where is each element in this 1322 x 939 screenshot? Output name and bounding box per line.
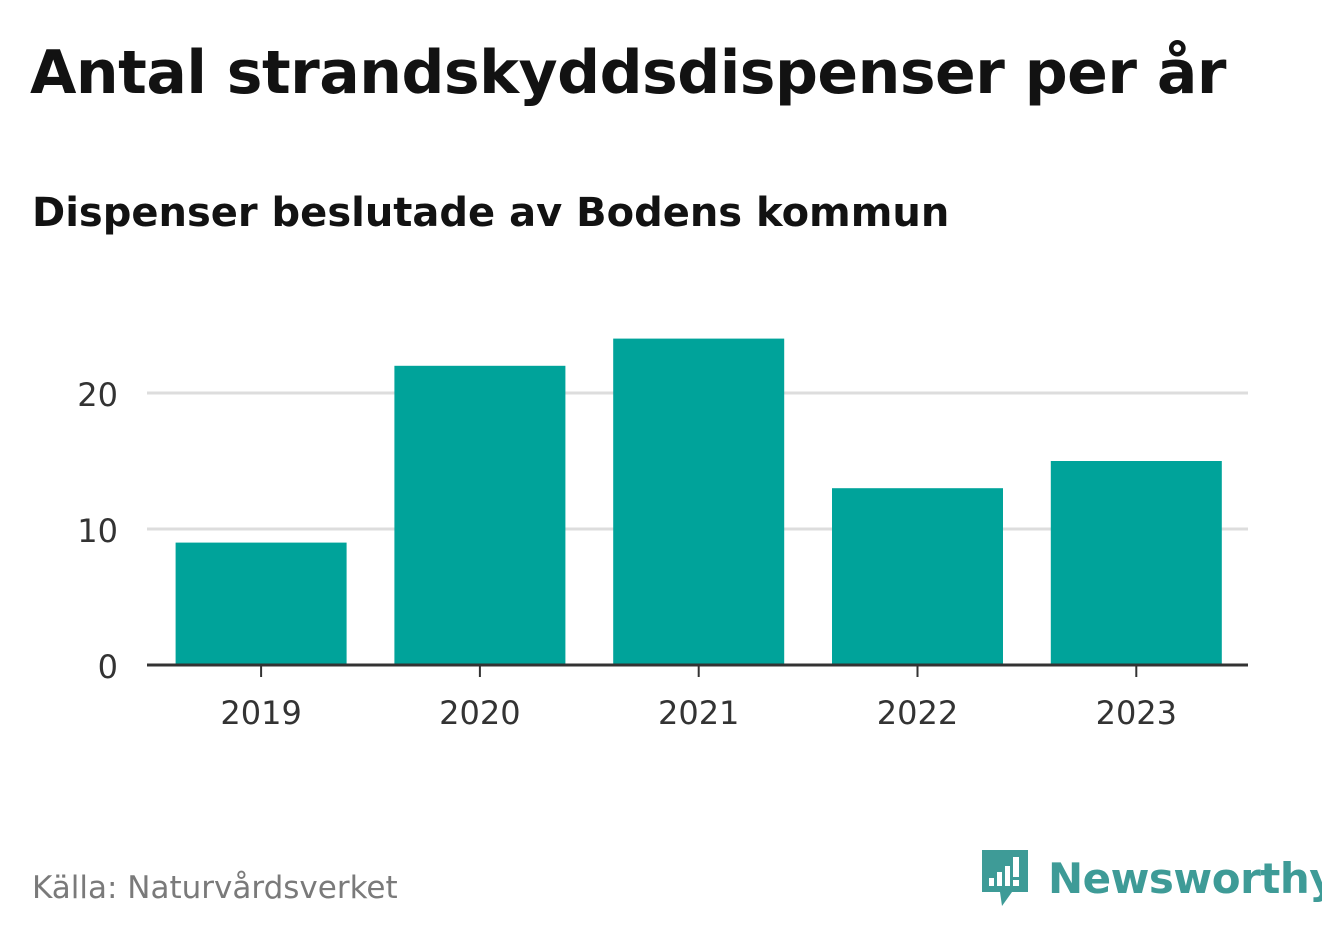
bar: [1050, 461, 1222, 665]
x-tick-label: 2020: [439, 694, 520, 732]
x-tick-label: 2021: [658, 694, 739, 732]
brand-name: Newsworthy: [1048, 853, 1322, 903]
y-tick-label: 10: [77, 512, 118, 550]
brand-logo: Newsworthy: [980, 848, 1322, 908]
x-tick-label: 2019: [220, 694, 301, 732]
bar: [394, 365, 566, 665]
source-note: Källa: Naturvårdsverket: [32, 870, 398, 906]
x-tick-label: 2022: [877, 694, 958, 732]
chart-subtitle: Dispenser beslutade av Bodens kommun: [32, 190, 950, 236]
bar: [832, 488, 1003, 665]
bar-chart: 0 10 20 2019 2020 2021 2022 2023: [77, 338, 1248, 732]
bar: [175, 542, 347, 665]
y-tick-label: 0: [98, 648, 118, 686]
chart-title: Antal strandskyddsdispenser per år: [30, 38, 1226, 108]
x-tick-label: 2023: [1096, 694, 1177, 732]
y-tick-label: 20: [77, 376, 118, 414]
newsworthy-logo-icon: [982, 850, 1028, 906]
bar: [613, 338, 785, 665]
